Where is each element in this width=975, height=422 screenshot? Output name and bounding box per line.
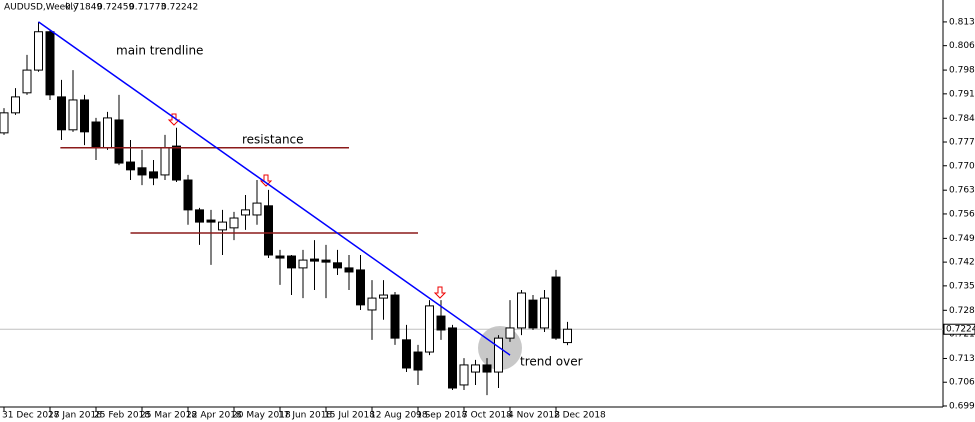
candle-body bbox=[91, 121, 101, 149]
y-tick-label: 0.73520 bbox=[949, 281, 975, 291]
y-tick-label: 0.77060 bbox=[949, 161, 975, 171]
y-tick-label: 0.75640 bbox=[949, 209, 975, 219]
y-tick-label: 0.80600 bbox=[949, 41, 975, 51]
candle-body bbox=[114, 119, 124, 164]
fractal-arrow bbox=[167, 113, 181, 126]
annotation: resistance bbox=[242, 133, 304, 147]
fractal-arrow bbox=[433, 286, 447, 299]
x-tick-label: 31 Dec 2017 bbox=[2, 411, 60, 421]
candle-body bbox=[45, 31, 55, 96]
trend-line bbox=[38, 21, 511, 356]
candle-body bbox=[390, 294, 400, 339]
x-tick-label: 20 May 2018 bbox=[232, 411, 291, 421]
y-tick-label: 0.78460 bbox=[949, 114, 975, 124]
y-tick-label: 0.69980 bbox=[949, 401, 975, 411]
candle-body bbox=[367, 297, 377, 311]
candle-body bbox=[471, 364, 480, 373]
y-tick-label: 0.70680 bbox=[949, 378, 975, 388]
candle-body bbox=[540, 297, 549, 329]
y-tick-label: 0.76340 bbox=[949, 186, 975, 196]
y-tick-label: 0.74920 bbox=[949, 234, 975, 244]
candle-body bbox=[195, 209, 204, 223]
header-open: 0.71849 bbox=[65, 3, 102, 13]
y-tick-label: 0.77760 bbox=[949, 138, 975, 148]
y-tick-label: 0.81300 bbox=[949, 17, 975, 27]
header-close: 0.72242 bbox=[161, 3, 198, 13]
x-tick-label: 9 Sep 2018 bbox=[416, 411, 468, 421]
symbol-title: AUDUSD,Weekly bbox=[4, 3, 79, 13]
candle-body bbox=[356, 269, 365, 306]
y-tick-label: 0.71380 bbox=[949, 354, 975, 364]
candle-body bbox=[436, 315, 446, 331]
candle-body bbox=[57, 96, 66, 131]
candle-body bbox=[321, 259, 331, 263]
candle-body bbox=[80, 99, 89, 133]
candle-body bbox=[183, 179, 193, 211]
candle-body bbox=[137, 167, 147, 176]
candle-body bbox=[344, 267, 354, 273]
candle-body bbox=[149, 171, 158, 179]
candle-body bbox=[459, 364, 469, 386]
candle-body bbox=[275, 255, 285, 259]
candle-body bbox=[241, 209, 250, 216]
y-tick-label: 0.72800 bbox=[949, 306, 975, 316]
candle-body bbox=[517, 292, 526, 329]
candle-body bbox=[22, 69, 32, 94]
x-tick-label: 25 Feb 2018 bbox=[94, 411, 150, 421]
candle-body bbox=[287, 255, 296, 269]
candle-body bbox=[103, 117, 112, 149]
annotation: trend over bbox=[520, 355, 583, 369]
candle-body bbox=[310, 258, 319, 262]
y-tick-label: 0.74220 bbox=[949, 258, 975, 268]
annotation: main trendline bbox=[116, 44, 203, 58]
candle-body bbox=[448, 327, 457, 389]
candle-body bbox=[160, 147, 170, 176]
candle-body bbox=[402, 339, 411, 369]
candle-body bbox=[126, 161, 135, 171]
candle-body bbox=[206, 219, 216, 223]
y-tick-label: 0.79180 bbox=[949, 89, 975, 99]
candle-body bbox=[0, 112, 9, 134]
x-tick-label: 17 Jun 2018 bbox=[278, 411, 332, 421]
x-tick-label: 28 Jan 2018 bbox=[48, 411, 102, 421]
x-tick-label: 2 Dec 2018 bbox=[554, 411, 606, 421]
header-high: 0.72459 bbox=[97, 3, 134, 13]
x-tick-label: 12 Aug 2018 bbox=[370, 411, 428, 421]
x-tick-label: 22 Apr 2018 bbox=[186, 411, 242, 421]
candle-body bbox=[11, 96, 20, 114]
x-tick-label: 15 Jul 2018 bbox=[324, 411, 375, 421]
candle-body bbox=[528, 299, 538, 329]
x-tick-label: 7 Oct 2018 bbox=[462, 411, 512, 421]
candle-body bbox=[413, 351, 423, 371]
candle-body bbox=[218, 221, 227, 231]
candle-body bbox=[298, 259, 308, 269]
header-low: 0.71773 bbox=[129, 3, 166, 13]
candle-body bbox=[563, 328, 572, 344]
candle-body bbox=[252, 202, 262, 216]
candle-body bbox=[551, 276, 561, 339]
candle-body bbox=[482, 364, 492, 373]
x-tick-label: 25 Mar 2018 bbox=[140, 411, 197, 421]
x-tick-label: 4 Nov 2018 bbox=[508, 411, 560, 421]
candle-body bbox=[264, 205, 273, 256]
y-tick-label: 0.79880 bbox=[949, 66, 975, 76]
candle-body bbox=[229, 217, 239, 229]
candle-body bbox=[505, 327, 515, 339]
candle-body bbox=[34, 31, 43, 71]
candle-body bbox=[425, 305, 434, 353]
candle-body bbox=[172, 145, 181, 181]
candle-body bbox=[379, 294, 388, 299]
current-price-box bbox=[943, 323, 975, 335]
candle-body bbox=[494, 337, 503, 373]
current-price-label: 0.72242 bbox=[946, 325, 975, 335]
candle-body bbox=[68, 99, 78, 131]
candle-body bbox=[333, 262, 342, 269]
